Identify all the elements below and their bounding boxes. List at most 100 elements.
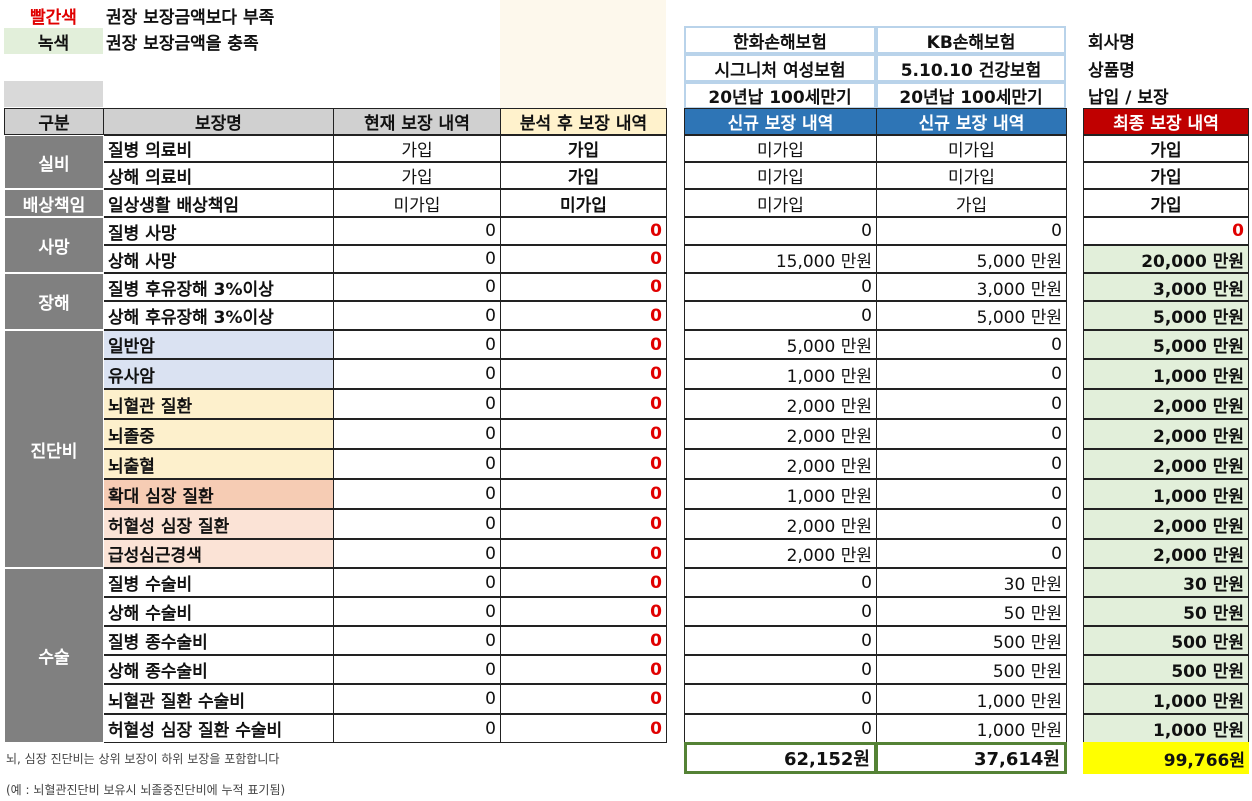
company-b-name: KB손해보험	[876, 26, 1066, 54]
new-b-value: 30 만원	[876, 568, 1067, 597]
header-category: 구분	[4, 108, 104, 135]
analysis-value: 0	[500, 301, 667, 330]
new-b-value: 0	[876, 359, 1067, 389]
new-b-value: 500 만원	[876, 655, 1067, 684]
category-group: 장해	[4, 273, 104, 330]
current-value: 0	[333, 449, 501, 479]
new-a-value: 0	[684, 626, 877, 655]
current-value: 0	[333, 273, 501, 301]
analysis-value: 0	[500, 449, 667, 479]
current-value: 가입	[333, 162, 501, 189]
new-a-value: 0	[684, 655, 877, 684]
final-value: 50 만원	[1083, 597, 1249, 626]
category-group: 진단비	[4, 330, 104, 568]
final-value: 1,000 만원	[1083, 684, 1249, 714]
final-value: 2,000 만원	[1083, 509, 1249, 539]
new-b-value: 3,000 만원	[876, 273, 1067, 301]
new-b-value: 0	[876, 389, 1067, 419]
final-value: 20,000 만원	[1083, 245, 1249, 273]
new-a-value: 0	[684, 684, 877, 714]
new-b-value: 0	[876, 217, 1067, 245]
current-value: 0	[333, 359, 501, 389]
current-value: 0	[333, 539, 501, 568]
new-a-value: 1,000 만원	[684, 479, 877, 509]
current-value: 미가입	[333, 189, 501, 217]
final-value: 500 만원	[1083, 626, 1249, 655]
new-a-value: 미가입	[684, 162, 877, 189]
new-a-value: 15,000 만원	[684, 245, 877, 273]
current-value: 0	[333, 509, 501, 539]
company-b-product: 5.10.10 건강보험	[876, 54, 1066, 82]
new-b-value: 50 만원	[876, 597, 1067, 626]
current-value: 0	[333, 626, 501, 655]
legend-green-desc: 권장 보장금액을 충족	[106, 33, 259, 54]
coverage-name: 허혈성 심장 질환	[103, 509, 334, 539]
coverage-name: 상해 수술비	[103, 597, 334, 626]
current-value: 0	[333, 217, 501, 245]
coverage-name: 허혈성 심장 질환 수술비	[103, 714, 334, 743]
note-line-1: 뇌, 심장 진단비는 상위 보장이 하위 보장을 포함합니다	[6, 752, 280, 766]
current-value: 0	[333, 714, 501, 743]
header-name: 보장명	[103, 108, 334, 135]
coverage-name: 질병 종수술비	[103, 626, 334, 655]
current-value: 0	[333, 655, 501, 684]
analysis-value: 가입	[500, 162, 667, 189]
new-a-value: 0	[684, 568, 877, 597]
new-b-value: 0	[876, 509, 1067, 539]
coverage-name: 급성심근경색	[103, 539, 334, 568]
new-a-value: 0	[684, 301, 877, 330]
header-analysis: 분석 후 보장 내역	[500, 108, 667, 135]
analysis-value: 0	[500, 509, 667, 539]
new-a-value: 5,000 만원	[684, 330, 877, 359]
current-value: 0	[333, 301, 501, 330]
new-b-value: 500 만원	[876, 626, 1067, 655]
coverage-name: 뇌혈관 질환	[103, 389, 334, 419]
coverage-name: 질병 수술비	[103, 568, 334, 597]
analysis-column-shade	[500, 0, 666, 108]
final-value: 500 만원	[1083, 655, 1249, 684]
total-final: 99,766원	[1083, 742, 1249, 774]
header-new-a: 신규 보장 내역	[684, 108, 877, 135]
category-group: 수술	[4, 568, 104, 743]
coverage-name: 상해 의료비	[103, 162, 334, 189]
label-product: 상품명	[1088, 60, 1135, 81]
new-b-value: 5,000 만원	[876, 301, 1067, 330]
new-a-value: 미가입	[684, 135, 877, 162]
company-b-term: 20년납 100세만기	[876, 82, 1066, 109]
coverage-name: 뇌졸중	[103, 419, 334, 449]
new-a-value: 2,000 만원	[684, 539, 877, 568]
category-group: 실비	[4, 135, 104, 189]
current-value: 0	[333, 419, 501, 449]
analysis-value: 0	[500, 359, 667, 389]
final-value: 1,000 만원	[1083, 359, 1249, 389]
header-final: 최종 보장 내역	[1083, 108, 1249, 135]
analysis-value: 가입	[500, 135, 667, 162]
analysis-value: 0	[500, 714, 667, 743]
legend-red-desc: 권장 보장금액보다 부족	[106, 7, 275, 28]
category-group: 배상책임	[4, 189, 104, 217]
final-value: 30 만원	[1083, 568, 1249, 597]
current-value: 0	[333, 245, 501, 273]
new-b-value: 0	[876, 449, 1067, 479]
new-b-value: 5,000 만원	[876, 245, 1067, 273]
analysis-value: 0	[500, 626, 667, 655]
analysis-value: 미가입	[500, 189, 667, 217]
analysis-value: 0	[500, 245, 667, 273]
new-b-value: 0	[876, 419, 1067, 449]
new-a-value: 0	[684, 273, 877, 301]
new-a-value: 2,000 만원	[684, 419, 877, 449]
coverage-name: 상해 종수술비	[103, 655, 334, 684]
legend-green-label: 녹색	[37, 33, 70, 54]
coverage-name: 뇌혈관 질환 수술비	[103, 684, 334, 714]
current-value: 0	[333, 330, 501, 359]
current-value: 0	[333, 684, 501, 714]
coverage-name: 일상생활 배상책임	[103, 189, 334, 217]
final-value: 2,000 만원	[1083, 449, 1249, 479]
final-value: 5,000 만원	[1083, 330, 1249, 359]
new-b-value: 가입	[876, 189, 1067, 217]
coverage-name: 상해 사망	[103, 245, 334, 273]
analysis-value: 0	[500, 389, 667, 419]
new-a-value: 2,000 만원	[684, 509, 877, 539]
analysis-value: 0	[500, 479, 667, 509]
legend-red-swatch	[4, 2, 103, 28]
